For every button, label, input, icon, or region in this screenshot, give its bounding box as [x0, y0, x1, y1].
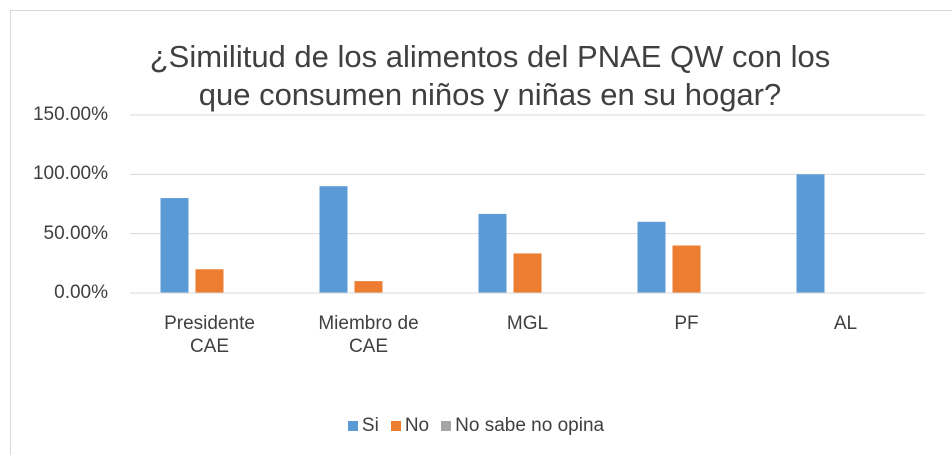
bar: [319, 186, 348, 293]
y-tick-label: 50.00%: [43, 222, 108, 244]
y-tick-label: 150.00%: [32, 104, 108, 125]
x-tick-label: AL: [833, 313, 858, 334]
x-tick-label: Miembro de CAE: [318, 313, 419, 357]
bar: [195, 269, 224, 293]
legend-item: No sabe no opina: [441, 415, 604, 437]
legend-label: Si: [361, 415, 379, 436]
legend-swatch: [347, 421, 358, 431]
bar: [354, 281, 383, 293]
x-tick-label: Presidente CAE: [164, 313, 255, 357]
legend: Si No No sabe no opina: [0, 415, 952, 437]
legend-swatch: [390, 421, 401, 431]
legend-label: No sabe no opina: [455, 415, 605, 436]
legend-item: Si: [347, 415, 379, 437]
legend-swatch: [441, 421, 452, 431]
bar: [160, 198, 189, 293]
bar: [513, 253, 542, 293]
y-tick-label: 100.00%: [32, 163, 108, 185]
chart-border: [10, 10, 952, 455]
legend-label: No: [404, 415, 430, 436]
y-tick-label: 0.00%: [54, 282, 108, 303]
bar: [478, 213, 507, 293]
bar: [796, 174, 825, 293]
bar: [637, 221, 666, 293]
bar: [672, 245, 701, 293]
legend-item: No: [390, 415, 430, 437]
chart-title: ¿Similitud de los alimentos del PNAE QW …: [149, 39, 831, 112]
x-tick-label: MGL: [506, 313, 549, 334]
x-tick-label: PF: [674, 313, 699, 334]
